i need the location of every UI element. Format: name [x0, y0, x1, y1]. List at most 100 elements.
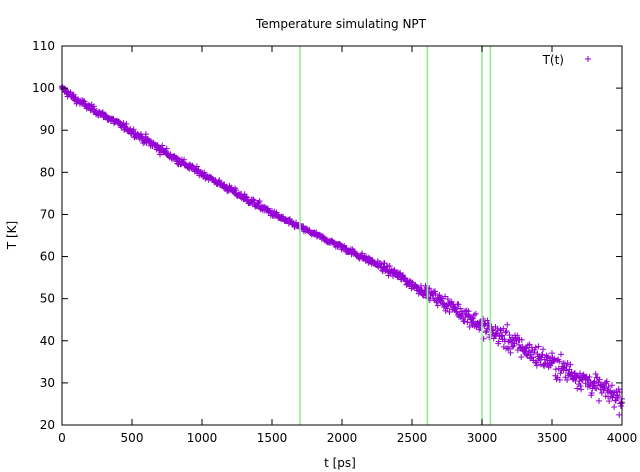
data-point — [62, 86, 69, 93]
data-point — [514, 332, 521, 339]
data-point — [157, 145, 163, 152]
data-point — [535, 343, 542, 350]
data-point — [533, 362, 540, 369]
data-point — [101, 112, 107, 119]
y-tick-label: 30 — [40, 376, 55, 390]
x-tick-label: 2500 — [397, 431, 428, 445]
data-point — [532, 344, 539, 351]
x-tick-label: 2000 — [327, 431, 358, 445]
data-point — [616, 411, 623, 418]
data-point — [363, 253, 370, 260]
data-point — [367, 257, 373, 264]
data-point — [448, 298, 455, 305]
data-point — [578, 386, 585, 393]
y-tick-label: 60 — [40, 250, 55, 264]
x-axis-label: t [ps] — [324, 456, 356, 470]
data-point — [396, 271, 403, 278]
data-point — [521, 345, 527, 352]
data-point — [482, 329, 489, 336]
x-tick-label: 3000 — [467, 431, 498, 445]
reference-lines — [299, 46, 492, 425]
data-point — [446, 308, 453, 315]
data-point — [137, 130, 144, 137]
data-point — [605, 389, 611, 396]
data-point — [122, 124, 129, 131]
data-point — [588, 389, 595, 396]
data-point — [618, 399, 625, 406]
x-tick-label: 1500 — [257, 431, 288, 445]
data-point — [505, 345, 512, 352]
data-point — [497, 326, 504, 333]
data-point — [269, 210, 275, 217]
data-point — [563, 367, 569, 374]
data-point — [465, 308, 472, 315]
data-point — [233, 187, 240, 194]
data-point — [87, 104, 93, 111]
data-point — [453, 308, 460, 315]
chart-title: Temperature simulating NPT — [255, 17, 427, 31]
data-point — [586, 373, 593, 380]
data-point — [311, 230, 317, 237]
data-point — [529, 354, 536, 361]
y-tick-label: 20 — [40, 418, 55, 432]
data-point — [458, 312, 465, 319]
data-point — [504, 345, 511, 352]
data-point — [526, 341, 533, 348]
data-point — [538, 354, 545, 361]
data-point — [539, 351, 546, 358]
data-point — [502, 329, 509, 336]
data-point — [159, 142, 166, 149]
data-point — [241, 194, 247, 201]
y-axis-label: T [K] — [5, 221, 19, 250]
data-point — [518, 336, 525, 343]
data-point — [455, 301, 462, 308]
data-point — [353, 251, 359, 258]
data-point — [577, 374, 583, 381]
data-point — [437, 296, 443, 303]
data-point — [577, 383, 584, 390]
legend-marker — [585, 56, 591, 62]
data-point — [440, 301, 447, 308]
data-point — [537, 361, 544, 368]
data-point — [143, 137, 149, 144]
data-point — [432, 290, 439, 297]
data-point — [493, 330, 499, 337]
data-point — [552, 366, 559, 373]
data-point — [600, 386, 607, 393]
data-point — [193, 163, 200, 170]
data-point — [563, 363, 570, 370]
x-tick-label: 3500 — [537, 431, 568, 445]
x-tick-label: 1000 — [187, 431, 218, 445]
data-point — [527, 351, 534, 358]
data-point — [163, 145, 170, 152]
data-point — [523, 344, 530, 351]
data-point — [549, 350, 555, 357]
data-point — [556, 358, 563, 365]
data-point — [472, 310, 479, 317]
plot-frame — [61, 45, 623, 426]
data-point — [464, 319, 471, 326]
data-point — [120, 120, 127, 127]
data-point — [527, 355, 534, 362]
data-point — [400, 272, 407, 279]
y-tick-label: 40 — [40, 334, 55, 348]
data-point — [465, 312, 471, 319]
data-point — [526, 348, 533, 355]
data-point — [507, 337, 513, 344]
y-tick-label: 80 — [40, 165, 55, 179]
data-point — [614, 392, 621, 399]
data-point — [73, 96, 79, 103]
data-point — [591, 378, 598, 385]
data-point — [498, 333, 505, 340]
data-point — [615, 386, 622, 393]
data-point — [143, 131, 149, 138]
data-point — [494, 325, 501, 332]
data-point — [181, 156, 188, 163]
y-tick-label: 100 — [32, 81, 55, 95]
data-point — [511, 340, 518, 347]
data-point — [567, 361, 574, 368]
data-point — [213, 178, 219, 185]
data-point — [171, 154, 177, 161]
data-point — [503, 328, 510, 335]
